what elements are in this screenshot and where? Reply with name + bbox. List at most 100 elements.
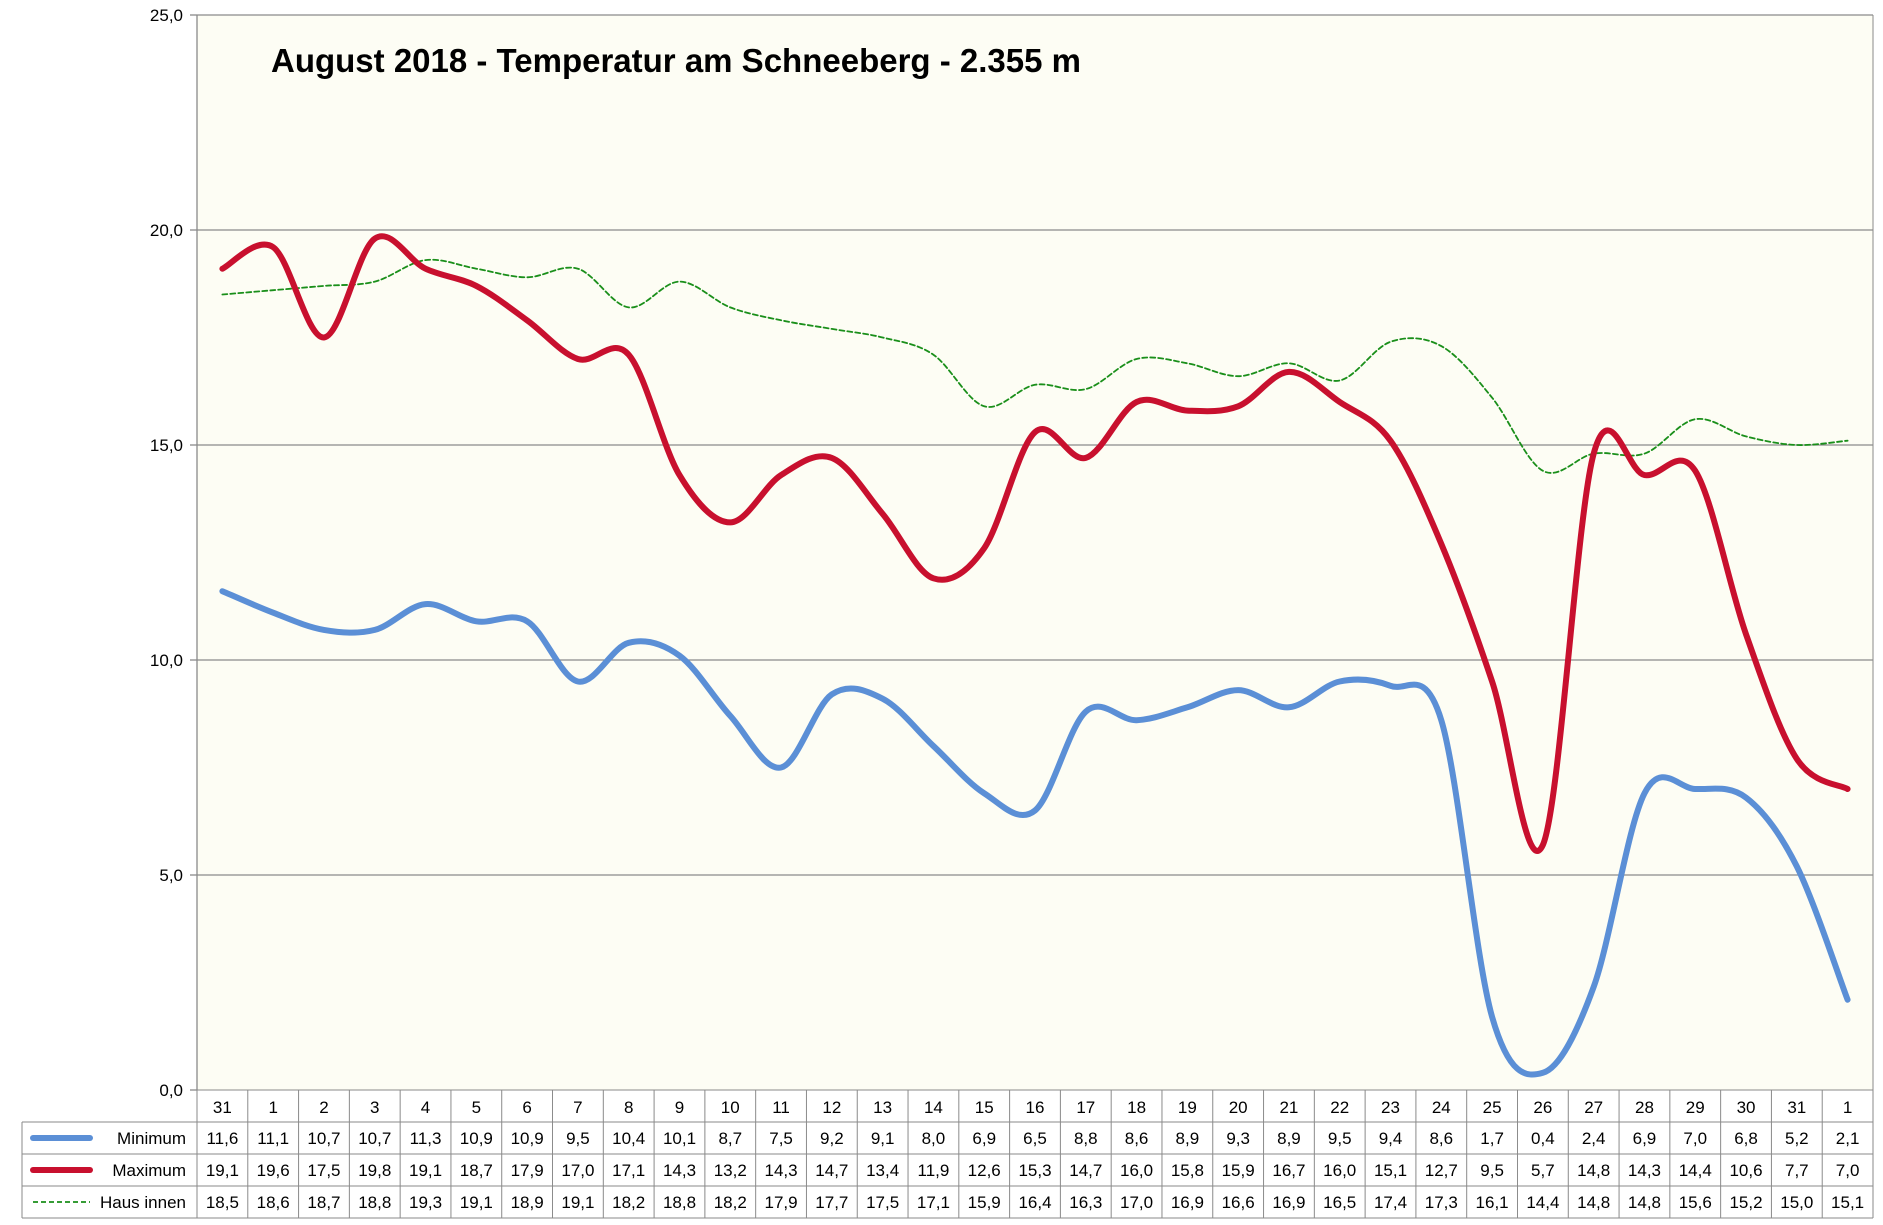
x-tick-label: 1 xyxy=(268,1098,277,1117)
data-label-minimum: 6,9 xyxy=(1633,1129,1657,1148)
data-label-haus-innen: 19,1 xyxy=(460,1193,493,1212)
data-label-minimum: 11,3 xyxy=(410,1129,442,1148)
y-tick-label: 0,0 xyxy=(159,1081,183,1100)
x-tick-label: 19 xyxy=(1178,1098,1197,1117)
data-label-haus-innen: 15,9 xyxy=(968,1193,1001,1212)
data-label-maximum: 16,0 xyxy=(1120,1161,1153,1180)
data-label-haus-innen: 16,6 xyxy=(1222,1193,1255,1212)
data-label-minimum: 6,8 xyxy=(1734,1129,1758,1148)
data-label-maximum: 14,3 xyxy=(765,1161,798,1180)
data-label-haus-innen: 18,6 xyxy=(257,1193,290,1212)
data-label-minimum: 9,5 xyxy=(1328,1129,1352,1148)
data-label-minimum: 10,9 xyxy=(511,1129,544,1148)
data-label-maximum: 14,8 xyxy=(1577,1161,1610,1180)
y-tick-label: 15,0 xyxy=(150,436,183,455)
x-tick-label: 27 xyxy=(1584,1098,1603,1117)
data-label-maximum: 18,7 xyxy=(460,1161,493,1180)
x-tick-label: 18 xyxy=(1127,1098,1146,1117)
data-label-haus-innen: 17,1 xyxy=(917,1193,950,1212)
data-label-minimum: 2,4 xyxy=(1582,1129,1606,1148)
data-label-haus-innen: 16,1 xyxy=(1476,1193,1509,1212)
data-label-maximum: 19,8 xyxy=(358,1161,391,1180)
data-label-haus-innen: 16,3 xyxy=(1069,1193,1102,1212)
data-label-haus-innen: 19,1 xyxy=(561,1193,594,1212)
data-label-maximum: 7,0 xyxy=(1836,1161,1860,1180)
data-label-minimum: 8,7 xyxy=(718,1129,742,1148)
data-label-maximum: 10,6 xyxy=(1729,1161,1762,1180)
data-label-minimum: 8,8 xyxy=(1074,1129,1098,1148)
legend-label-minimum: Minimum xyxy=(117,1129,186,1148)
data-label-maximum: 13,4 xyxy=(866,1161,899,1180)
data-label-minimum: 11,1 xyxy=(257,1129,289,1148)
data-label-maximum: 15,3 xyxy=(1018,1161,1051,1180)
x-tick-label: 1 xyxy=(1843,1098,1852,1117)
data-label-haus-innen: 14,8 xyxy=(1628,1193,1661,1212)
data-label-maximum: 19,1 xyxy=(206,1161,239,1180)
x-tick-label: 4 xyxy=(421,1098,430,1117)
x-tick-label: 7 xyxy=(573,1098,582,1117)
x-tick-label: 15 xyxy=(975,1098,994,1117)
x-tick-label: 10 xyxy=(721,1098,740,1117)
data-label-haus-innen: 17,9 xyxy=(765,1193,798,1212)
data-label-maximum: 14,3 xyxy=(1628,1161,1661,1180)
x-tick-label: 25 xyxy=(1483,1098,1502,1117)
x-tick-label: 22 xyxy=(1330,1098,1349,1117)
data-label-haus-innen: 16,9 xyxy=(1171,1193,1204,1212)
data-label-haus-innen: 17,4 xyxy=(1374,1193,1407,1212)
series-line-haus-innen xyxy=(221,258,1849,474)
data-label-haus-innen: 15,2 xyxy=(1729,1193,1762,1212)
data-table: 31 1 2 3 4 5 6 7 8 9 10 11 12 13 14 15 16 17 18 19 20 21 22 23 2… xyxy=(21,1089,1874,1219)
data-label-minimum: 1,7 xyxy=(1480,1129,1504,1148)
x-tick-label: 3 xyxy=(370,1098,379,1117)
y-axis: 0,0 5,0 10,0 15,0 20,0 25,0 xyxy=(150,6,1874,1100)
data-label-haus-innen: 15,0 xyxy=(1780,1193,1813,1212)
data-label-maximum: 15,1 xyxy=(1374,1161,1407,1180)
data-label-maximum: 19,1 xyxy=(409,1161,442,1180)
data-label-minimum: 10,7 xyxy=(307,1129,340,1148)
data-label-haus-innen: 17,5 xyxy=(866,1193,899,1212)
data-label-haus-innen: 17,0 xyxy=(1120,1193,1153,1212)
y-tick-label: 5,0 xyxy=(159,866,183,885)
series-line-maximum xyxy=(219,233,1851,854)
data-label-minimum: 7,0 xyxy=(1683,1129,1707,1148)
series-lines xyxy=(219,233,1851,1078)
data-label-minimum: 10,7 xyxy=(358,1129,391,1148)
data-label-haus-innen: 18,8 xyxy=(663,1193,696,1212)
x-tick-label: 26 xyxy=(1533,1098,1552,1117)
x-tick-label: 16 xyxy=(1026,1098,1045,1117)
data-label-maximum: 15,9 xyxy=(1222,1161,1255,1180)
data-label-haus-innen: 14,8 xyxy=(1577,1193,1610,1212)
y-tick-label: 20,0 xyxy=(150,221,183,240)
legend-label-maximum: Maximum xyxy=(112,1161,186,1180)
data-label-haus-innen: 15,1 xyxy=(1831,1193,1864,1212)
data-label-haus-innen: 18,2 xyxy=(714,1193,747,1212)
data-label-maximum: 13,2 xyxy=(714,1161,747,1180)
data-label-minimum: 0,4 xyxy=(1531,1129,1555,1148)
y-tick-label: 10,0 xyxy=(150,651,183,670)
data-label-maximum: 14,7 xyxy=(1069,1161,1102,1180)
data-label-minimum: 10,1 xyxy=(663,1129,696,1148)
data-label-minimum: 10,9 xyxy=(460,1129,493,1148)
y-tick-label: 25,0 xyxy=(150,6,183,25)
data-label-maximum: 17,1 xyxy=(612,1161,645,1180)
data-label-haus-innen: 19,3 xyxy=(409,1193,442,1212)
data-label-haus-innen: 18,8 xyxy=(358,1193,391,1212)
x-tick-label: 28 xyxy=(1635,1098,1654,1117)
data-label-minimum: 7,5 xyxy=(769,1129,793,1148)
data-label-minimum: 2,1 xyxy=(1836,1129,1860,1148)
x-tick-label: 11 xyxy=(772,1098,790,1117)
x-tick-label: 8 xyxy=(624,1098,633,1117)
data-label-maximum: 16,7 xyxy=(1272,1161,1305,1180)
x-tick-label: 29 xyxy=(1686,1098,1705,1117)
data-label-haus-innen: 17,7 xyxy=(815,1193,848,1212)
data-label-maximum: 9,5 xyxy=(1480,1161,1504,1180)
x-tick-label: 12 xyxy=(822,1098,841,1117)
chart-title: August 2018 - Temperatur am Schneeberg -… xyxy=(271,42,1081,79)
data-label-maximum: 11,9 xyxy=(918,1161,950,1180)
data-label-maximum: 15,8 xyxy=(1171,1161,1204,1180)
data-label-maximum: 19,6 xyxy=(257,1161,290,1180)
data-label-minimum: 11,6 xyxy=(206,1129,238,1148)
data-label-minimum: 6,9 xyxy=(972,1129,996,1148)
legend-label-haus-innen: Haus innen xyxy=(100,1193,186,1212)
